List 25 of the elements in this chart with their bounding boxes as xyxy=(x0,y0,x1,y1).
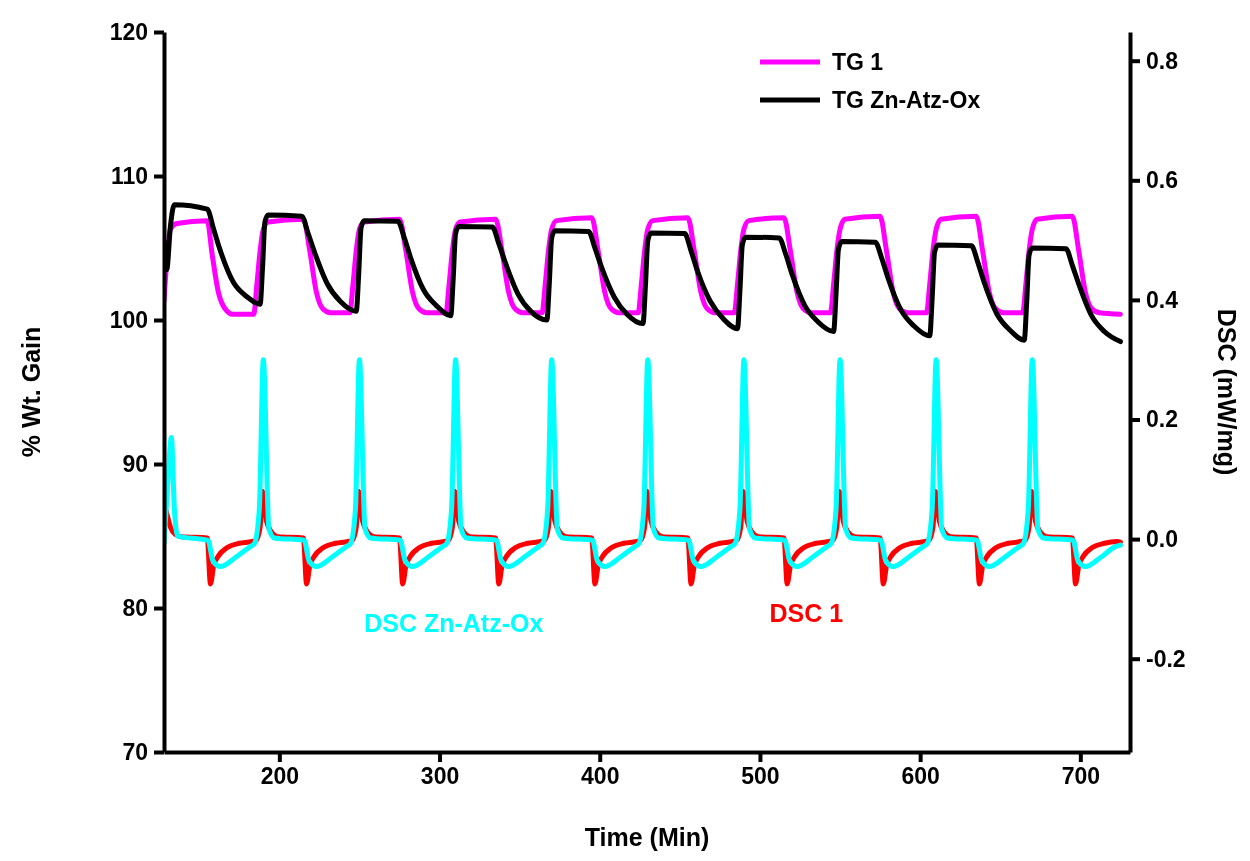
y2-tick-label: -0.2 xyxy=(1146,645,1186,672)
y-tick-label: 70 xyxy=(122,738,148,765)
y2-tick-label: 0.2 xyxy=(1146,406,1178,433)
x-tick-label: 400 xyxy=(581,763,620,790)
text: DSC Zn-Atz-Ox xyxy=(364,609,544,637)
y2-tick-label: 0.6 xyxy=(1146,167,1178,194)
y2-tick-label: 0.8 xyxy=(1146,47,1179,74)
y-tick-label: 100 xyxy=(109,306,148,333)
x-tick-label: 700 xyxy=(1061,763,1101,790)
y2-tick-label: 0.4 xyxy=(1146,286,1179,313)
y-tick-label: 120 xyxy=(109,18,148,45)
y2-tick-label: 0.0 xyxy=(1146,525,1178,552)
x-tick-label: 600 xyxy=(901,763,940,790)
x-tick-label: 300 xyxy=(420,763,460,790)
y-tick-label: 110 xyxy=(110,162,148,189)
y2-axis-title: DSC (mW/mg) xyxy=(1213,308,1241,476)
y-tick-label: 90 xyxy=(122,450,148,477)
x-tick-label: 200 xyxy=(260,763,300,790)
x-tick-label: 500 xyxy=(741,763,780,790)
y-tick-label: 80 xyxy=(122,594,148,621)
y-axis-title: % Wt. Gain xyxy=(17,326,45,458)
legend-label: TG Zn-Atz-Ox xyxy=(832,87,981,113)
series-label: DSC 1 xyxy=(769,599,844,627)
legend-label: TG 1 xyxy=(832,49,884,75)
x-axis-title: Time (Min) xyxy=(584,823,710,851)
